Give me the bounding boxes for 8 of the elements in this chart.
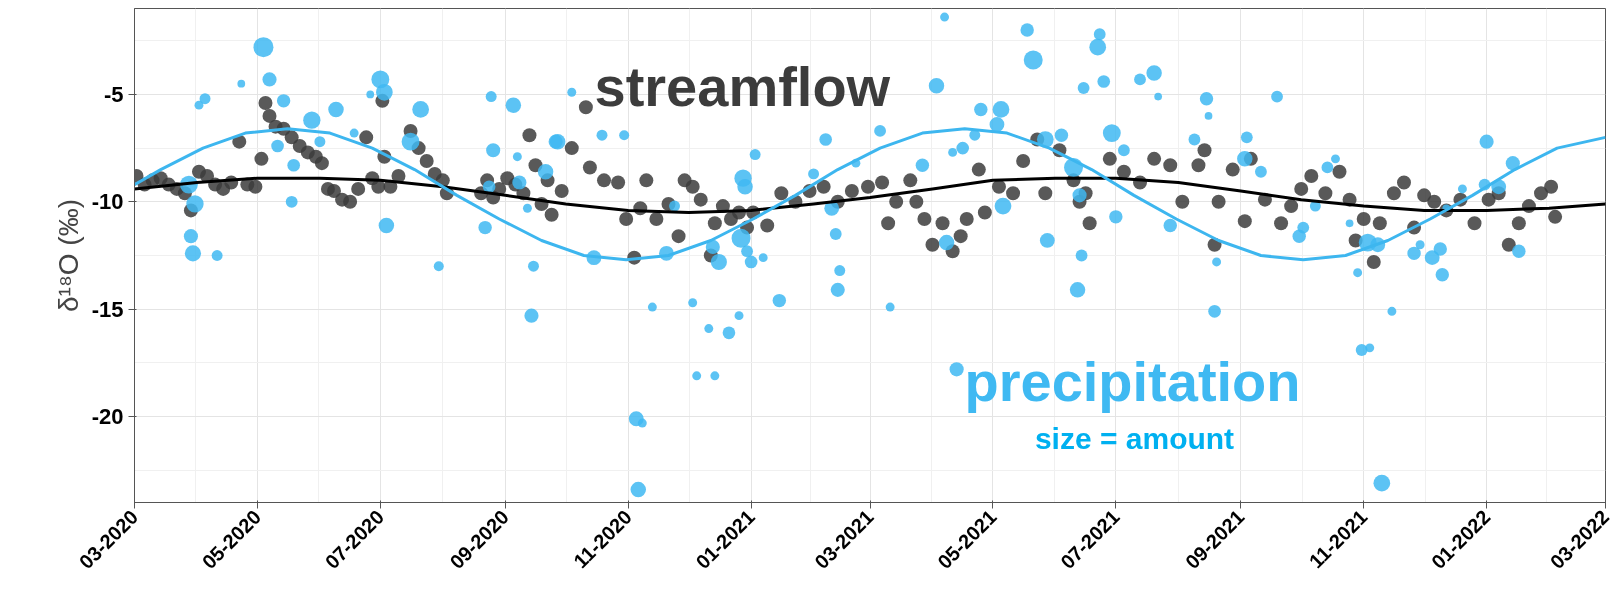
series-label: streamflow <box>594 54 891 118</box>
y-tick-label: -10 <box>91 189 124 215</box>
y-tick-label: -5 <box>103 81 124 107</box>
annotation: size = amount <box>1034 421 1235 455</box>
y-axis-title: δ¹⁸O (‰) <box>52 199 84 312</box>
y-tick-label: -15 <box>91 296 124 322</box>
series-label: precipitation <box>964 349 1301 413</box>
y-tick-label: -20 <box>91 404 124 430</box>
